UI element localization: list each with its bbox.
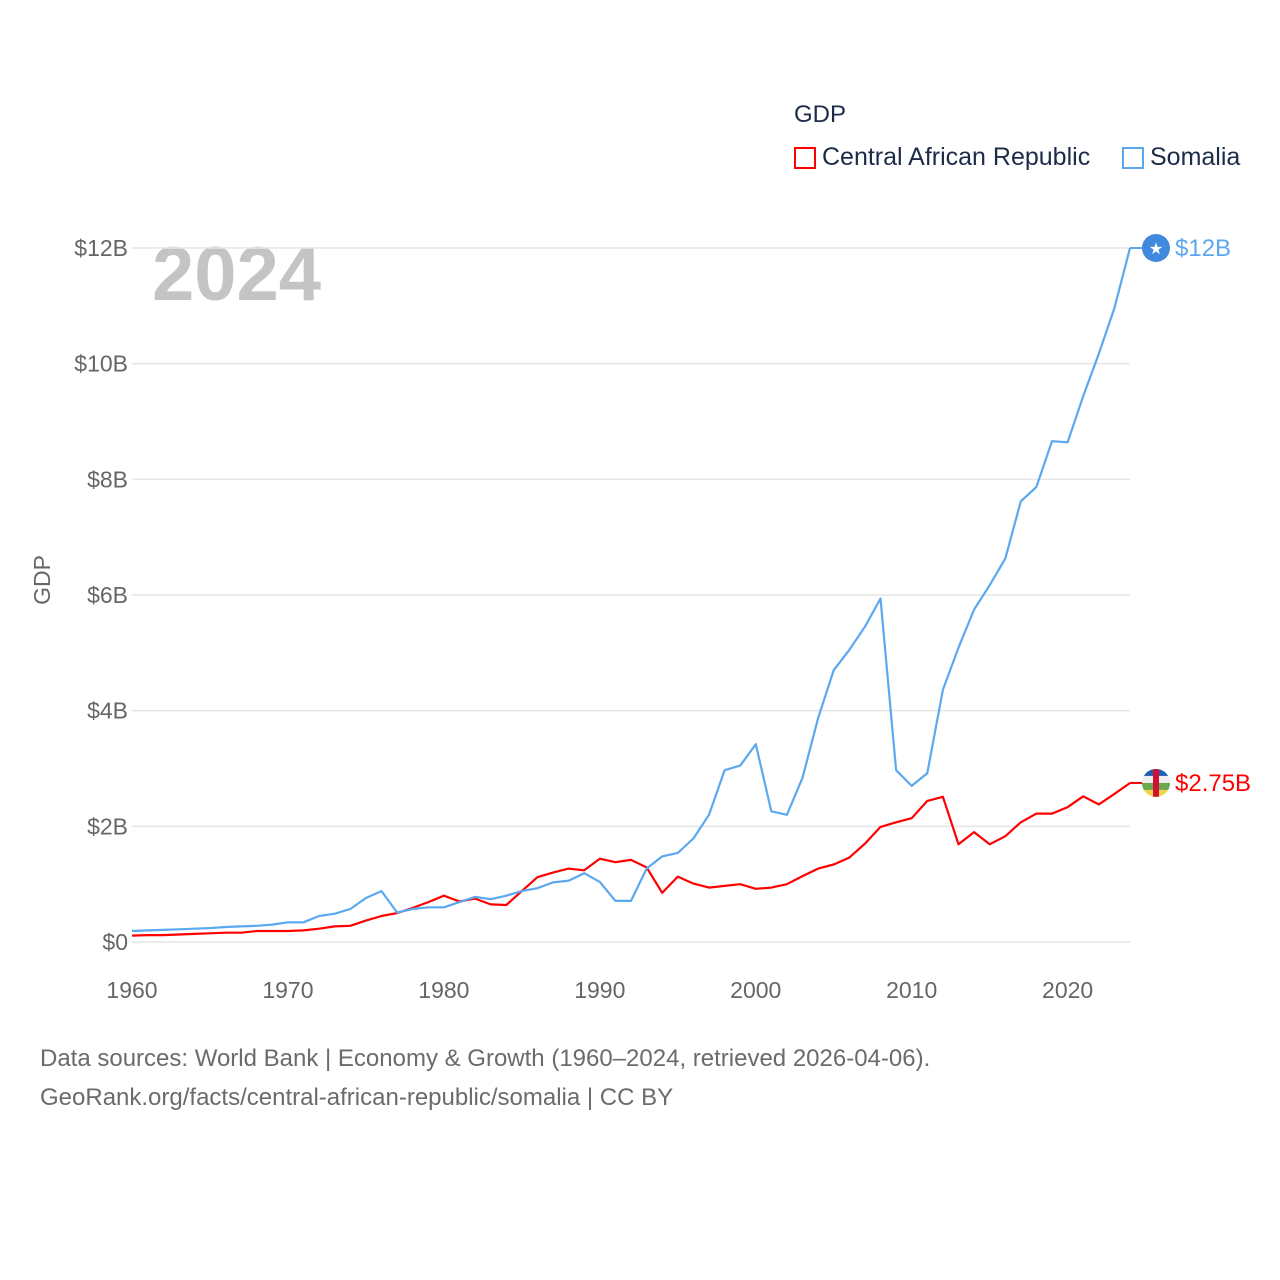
source-note: Data sources: World Bank | Economy & Gro… <box>40 1045 931 1072</box>
x-tick-label: 2000 <box>730 977 781 1003</box>
y-tick-label: $6B <box>87 582 128 608</box>
car-flag-icon <box>1153 768 1159 797</box>
x-tick-label: 1990 <box>574 977 625 1003</box>
y-axis-label: GDP <box>29 555 55 605</box>
legend-swatch-somalia <box>1122 146 1144 169</box>
end-value-label: $2.75B <box>1175 770 1251 797</box>
y-tick-label: $0 <box>102 929 128 955</box>
x-tick-label: 1960 <box>106 977 157 1003</box>
y-tick-label: $2B <box>87 813 128 839</box>
x-tick-label: 1980 <box>418 977 469 1003</box>
somalia-flag-icon <box>1142 234 1170 262</box>
series-line-car <box>131 782 1131 937</box>
legend-label-somalia: Somalia <box>1150 143 1241 171</box>
series-line-somalia <box>131 247 1132 933</box>
x-tick-label: 2020 <box>1042 977 1093 1003</box>
legend-item-car[interactable]: Central African Republic <box>794 143 1090 172</box>
legend-item-somalia[interactable]: Somalia <box>1122 143 1240 172</box>
end-value-label: $12B <box>1175 235 1231 262</box>
star-icon: ★ <box>1149 241 1163 258</box>
legend-label-car: Central African Republic <box>822 143 1091 171</box>
y-tick-label: $10B <box>74 351 128 377</box>
source-url[interactable]: GeoRank.org/facts/central-african-republ… <box>40 1084 674 1111</box>
legend-title: GDP <box>794 101 847 128</box>
year-watermark: 2024 <box>152 232 321 317</box>
y-tick-label: $8B <box>87 466 128 492</box>
y-tick-label: $12B <box>74 235 128 261</box>
x-tick-label: 1970 <box>262 977 313 1003</box>
legend-swatch-car <box>794 146 816 169</box>
x-tick-label: 2010 <box>886 977 937 1003</box>
y-tick-label: $4B <box>87 698 128 724</box>
